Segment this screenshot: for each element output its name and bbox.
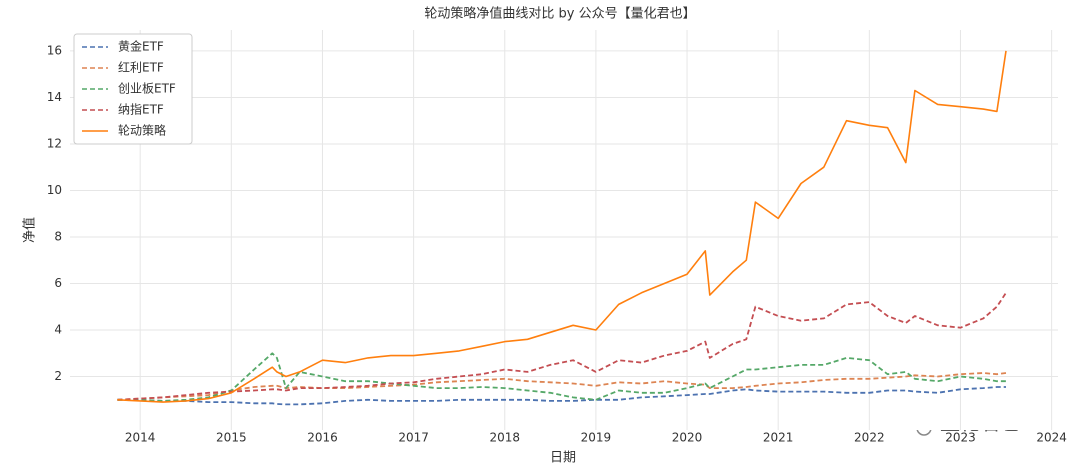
- series-line: [117, 352, 1006, 402]
- x-tick-label: 2019: [581, 431, 612, 445]
- legend-label: 创业板ETF: [118, 82, 176, 96]
- x-tick-label: 2014: [125, 431, 156, 445]
- series-line: [117, 292, 1007, 401]
- legend: 黄金ETF 红利ETF 创业板ETF 纳指ETF 轮动策略: [73, 33, 193, 145]
- series-line: [117, 372, 1007, 401]
- x-tick-label: 2021: [763, 431, 794, 445]
- x-tick-label: 2016: [307, 431, 338, 445]
- plot-background: [70, 30, 1058, 430]
- x-tick-label: 2015: [216, 431, 247, 445]
- x-tick-label: 2017: [398, 431, 429, 445]
- plot-area: [70, 30, 1058, 430]
- y-tick-label: 8: [54, 229, 62, 243]
- legend-label: 纳指ETF: [118, 102, 164, 117]
- legend-label: 黄金ETF: [118, 39, 164, 54]
- x-tick-label: 2023: [945, 431, 976, 445]
- series-line: [117, 386, 1006, 406]
- series-line: [117, 50, 1007, 403]
- y-tick-label: 12: [47, 136, 62, 150]
- legend-label: 红利ETF: [118, 60, 164, 75]
- y-axis-label: 净值: [22, 217, 38, 243]
- y-tick-label: 16: [47, 43, 62, 57]
- y-tick-label: 14: [47, 90, 62, 104]
- x-axis-label: 日期: [550, 451, 576, 466]
- y-tick-label: 10: [47, 183, 62, 197]
- chart-title: 轮动策略净值曲线对比 by 公众号【量化君也】: [424, 6, 695, 22]
- y-tick-label: 4: [54, 323, 62, 337]
- y-tick-label: 2: [54, 369, 62, 383]
- legend-box: [73, 33, 193, 145]
- x-tick-label: 2022: [854, 431, 885, 445]
- x-tick-label: 2018: [489, 431, 520, 445]
- y-tick-label: 6: [54, 276, 62, 290]
- x-tick-label: 2020: [672, 431, 703, 445]
- x-tick-label: 2024: [1036, 431, 1067, 445]
- legend-label: 轮动策略: [118, 123, 166, 138]
